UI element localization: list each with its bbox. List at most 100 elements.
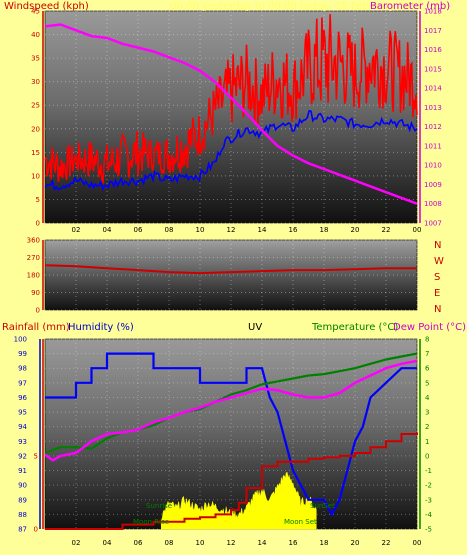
barometer-tick-1012: 1012	[424, 123, 442, 131]
windspeed-tick-20: 20	[31, 125, 40, 133]
winddir-tick-90: 90	[31, 289, 40, 297]
rainfall-tick-5: 5	[34, 452, 38, 460]
winddir-tick-360: 360	[27, 237, 40, 245]
average-wind-series-line	[44, 109, 418, 192]
windspeed-series-line	[44, 14, 418, 185]
rainfall-tick-0: 0	[34, 526, 38, 534]
temperature-tick--3: -3	[425, 496, 432, 504]
top-xtick-02: 02	[72, 226, 81, 234]
rainfall-axis-title: Rainfall (mm)	[2, 322, 70, 333]
temperature-axis-title: Temperature (°C)	[311, 322, 398, 333]
sunset-label: SunSet	[310, 502, 335, 510]
solar-uv-area	[161, 471, 317, 530]
top-xtick-20: 20	[351, 226, 360, 234]
bottom-xtick-02: 02	[72, 539, 81, 547]
barometer-tick-1013: 1013	[424, 104, 442, 112]
bottom-xtick-14: 14	[258, 539, 267, 547]
bottom-xtick-16: 16	[289, 539, 298, 547]
temperature-tick-6: 6	[425, 365, 430, 373]
humidity-tick-95: 95	[18, 409, 27, 417]
sunrise-label: Sunrise	[146, 502, 172, 510]
barometer-tick-1009: 1009	[424, 181, 442, 189]
humidity-axis-title: Humidity (%)	[68, 322, 134, 333]
top-xtick-14: 14	[258, 226, 267, 234]
direction-label-e: E	[434, 288, 440, 299]
temperature-tick-0: 0	[425, 452, 429, 460]
top-xtick-10: 10	[196, 226, 205, 234]
temperature-tick--5: -5	[425, 526, 432, 534]
direction-label-n2: N	[434, 304, 441, 315]
barometer-series-line	[44, 23, 418, 205]
middle-plot-area	[44, 239, 418, 311]
barometer-tick-1018: 1018	[424, 8, 442, 16]
humidity-tick-100: 100	[14, 336, 27, 344]
temperature-tick--4: -4	[425, 511, 433, 519]
bottom-xtick-06: 06	[134, 539, 143, 547]
temperature-tick-8: 8	[425, 336, 429, 344]
humidity-tick-94: 94	[18, 423, 27, 431]
temperature-tick-4: 4	[425, 394, 430, 402]
dewpoint-axis-title: Dew Point (°C)	[393, 322, 466, 333]
windspeed-tick-45: 45	[31, 8, 40, 16]
bottom-xtick-12: 12	[227, 539, 236, 547]
windspeed-axis-title: Windspeed (kph)	[4, 1, 89, 12]
temperature-tick--2: -2	[425, 482, 432, 490]
top-xtick-04: 04	[103, 226, 112, 234]
uv-axis-title: UV	[248, 322, 262, 333]
barometer-tick-1011: 1011	[424, 142, 442, 150]
humidity-tick-93: 93	[18, 438, 27, 446]
top-xtick-22: 22	[382, 226, 391, 234]
dewpoint-series-line	[44, 359, 418, 462]
temperature-tick--1: -1	[425, 467, 432, 475]
barometer-tick-1007: 1007	[424, 220, 442, 228]
rainfall-series-line	[45, 432, 418, 530]
chart-date-title: 00:00 yesterday to 00:00 today, 15 Febru…	[170, 1, 424, 12]
humidity-tick-92: 92	[18, 452, 27, 460]
windspeed-tick-40: 40	[31, 31, 40, 39]
humidity-tick-88: 88	[18, 511, 27, 519]
windspeed-tick-25: 25	[31, 102, 40, 110]
barometer-tick-1016: 1016	[424, 46, 442, 54]
moonset-label: Moon Set	[284, 518, 317, 526]
humidity-tick-97: 97	[18, 379, 27, 387]
temperature-tick-5: 5	[425, 379, 429, 387]
temperature-tick-1: 1	[425, 438, 429, 446]
winddir-tick-180: 180	[27, 272, 40, 280]
top-xtick-08: 08	[165, 226, 174, 234]
direction-label-s: S	[434, 272, 440, 283]
windspeed-tick-5: 5	[36, 196, 40, 204]
top-xtick-12: 12	[227, 226, 236, 234]
direction-label-w: W	[434, 256, 444, 267]
winddir-tick-270: 270	[27, 254, 40, 262]
humidity-tick-90: 90	[18, 482, 27, 490]
windspeed-tick-0: 0	[36, 220, 40, 228]
temperature-tick-7: 7	[425, 350, 429, 358]
bottom-xtick-04: 04	[103, 539, 112, 547]
bottom-xtick-00: 00	[413, 539, 422, 547]
humidity-tick-87: 87	[18, 526, 27, 534]
top-xtick-16: 16	[289, 226, 298, 234]
direction-label-n1: N	[434, 240, 441, 251]
humidity-tick-89: 89	[18, 496, 27, 504]
barometer-tick-1008: 1008	[424, 200, 442, 208]
humidity-tick-96: 96	[18, 394, 27, 402]
bottom-xtick-20: 20	[351, 539, 360, 547]
humidity-tick-91: 91	[18, 467, 27, 475]
windspeed-tick-35: 35	[31, 55, 40, 63]
barometer-axis-title: Barometer (mb)	[370, 1, 450, 12]
barometer-tick-1010: 1010	[424, 162, 442, 170]
bottom-xtick-22: 22	[382, 539, 391, 547]
winddir-tick-0: 0	[36, 307, 40, 315]
bottom-xtick-08: 08	[165, 539, 174, 547]
temperature-tick-3: 3	[425, 409, 429, 417]
temperature-series-line	[44, 352, 418, 455]
windspeed-tick-10: 10	[31, 172, 40, 180]
bottom-xtick-18: 18	[320, 539, 329, 547]
temperature-tick-2: 2	[425, 423, 429, 431]
top-xtick-06: 06	[134, 226, 143, 234]
moonrise-label: Moon Rise	[133, 518, 169, 526]
barometer-tick-1017: 1017	[424, 27, 442, 35]
wind-direction-series-line	[44, 264, 417, 275]
windspeed-tick-30: 30	[31, 78, 40, 86]
